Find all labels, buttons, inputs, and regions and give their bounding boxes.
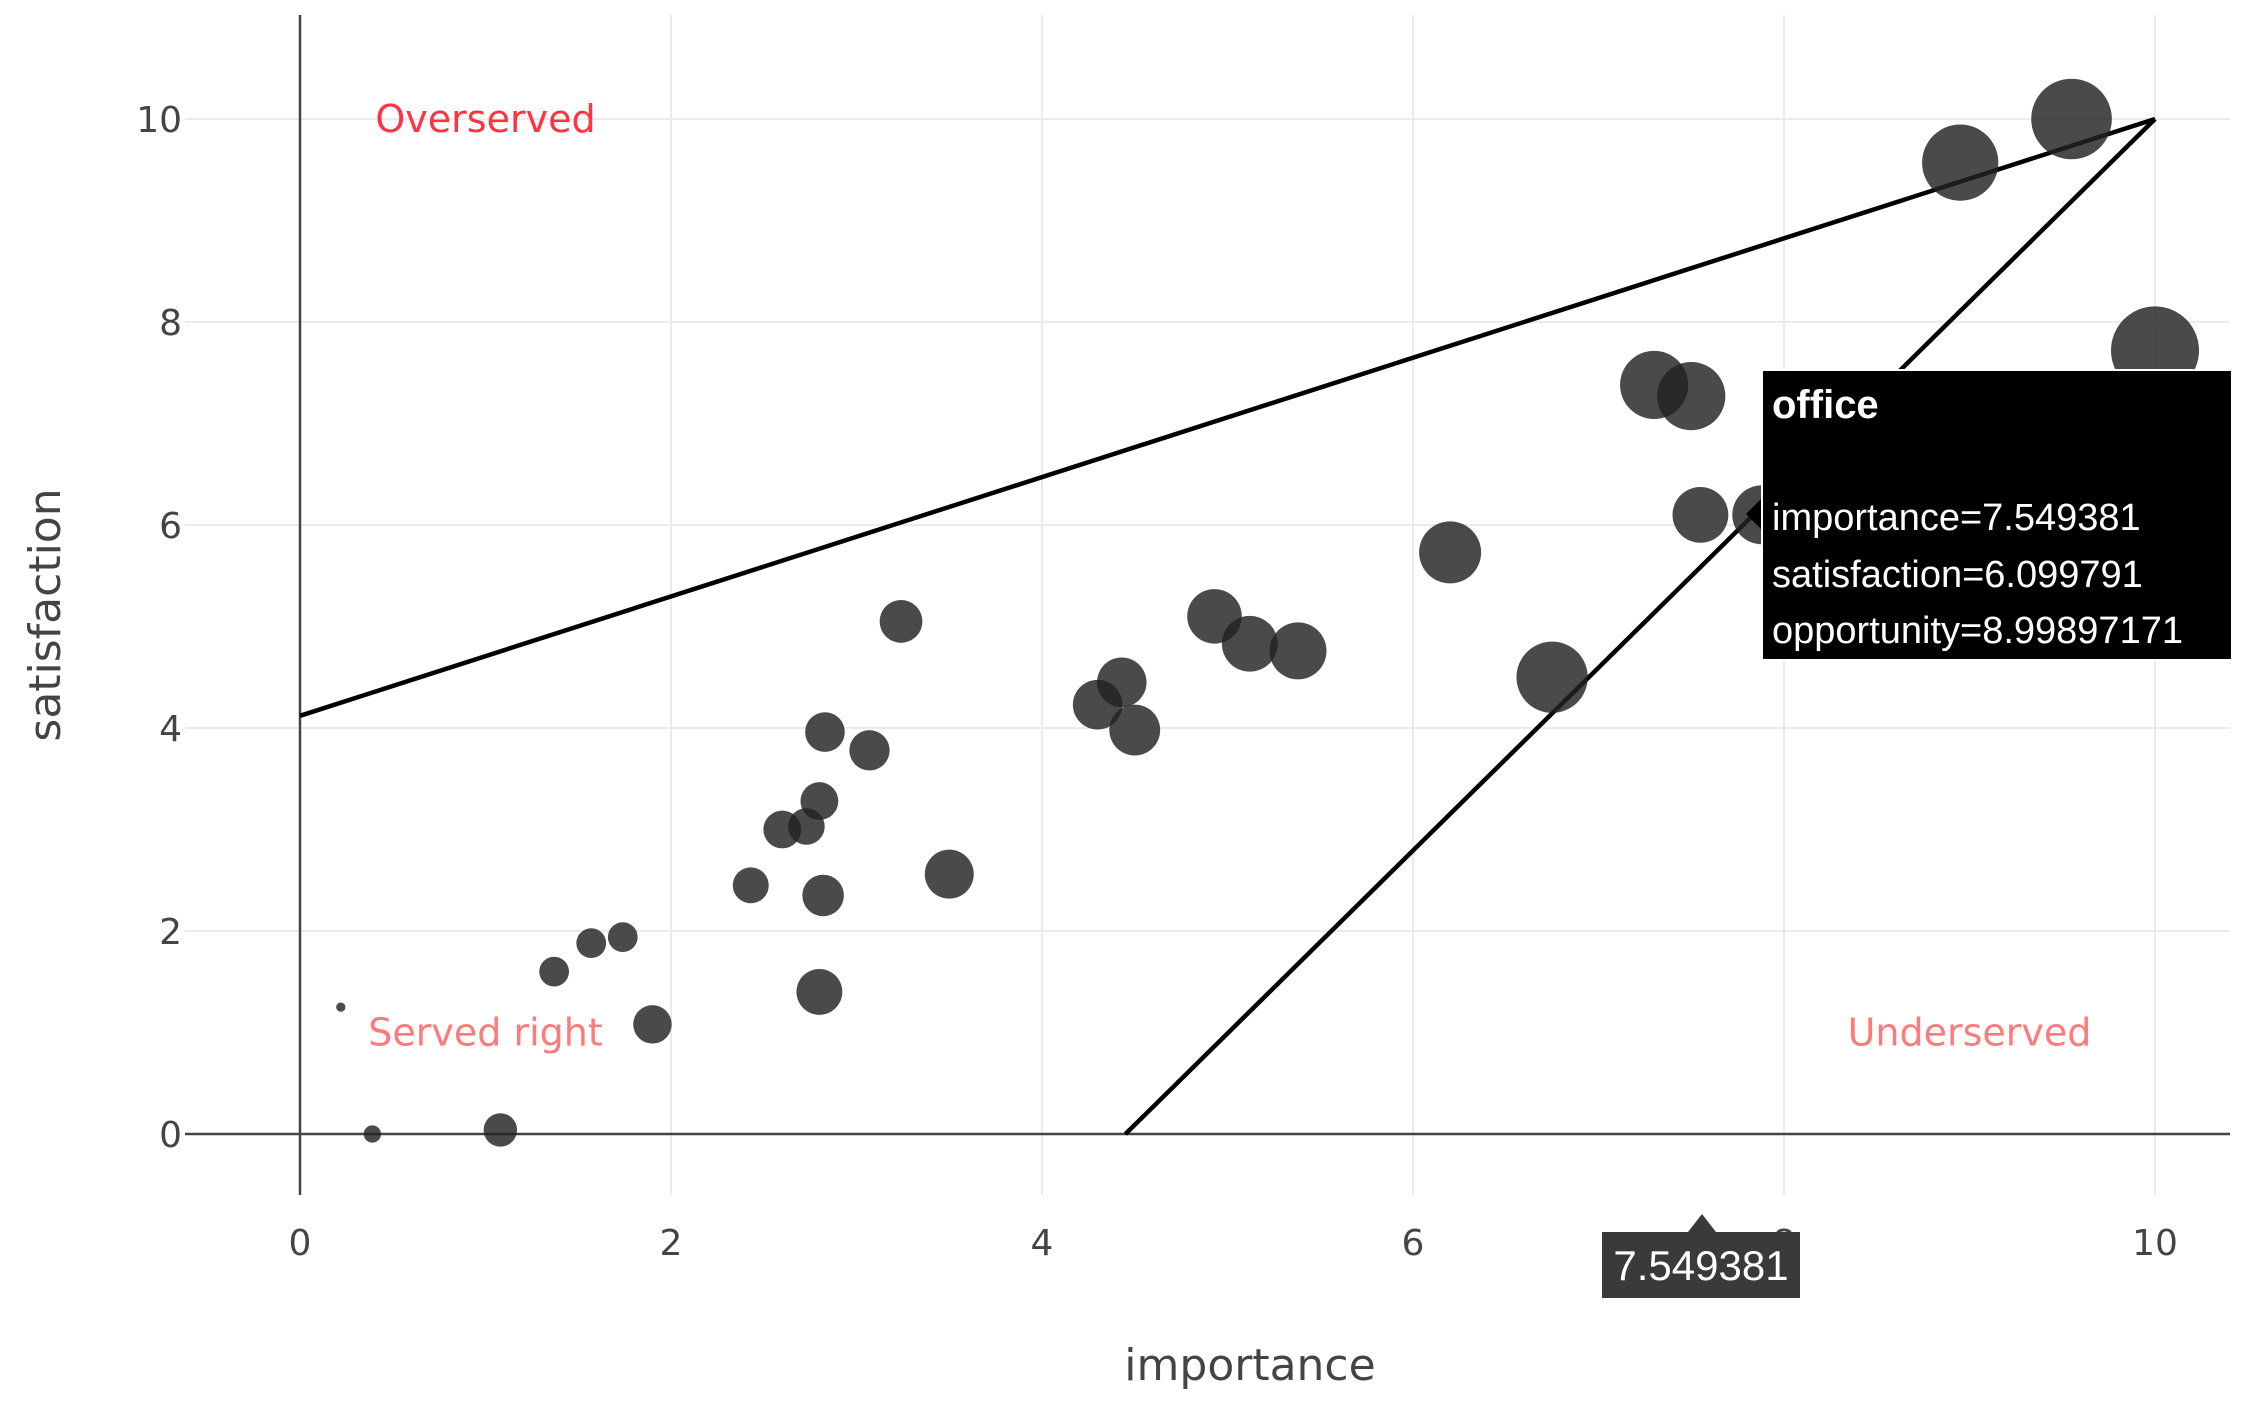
region-annotation: Overserved: [375, 97, 595, 141]
hover-tooltip-title: office: [1772, 383, 1879, 427]
hover-tooltip: office importance=7.549381 satisfaction=…: [1746, 369, 2233, 661]
data-point: [796, 968, 843, 1015]
x-spike-text: 7.549381: [1613, 1242, 1788, 1289]
data-point: [788, 808, 825, 845]
data-point: [1221, 615, 1278, 672]
y-tick-label: 10: [136, 100, 182, 141]
x-tick-label: 4: [1031, 1223, 1054, 1264]
y-axis-title: satisfaction: [20, 488, 71, 741]
region-annotation: Served right: [368, 1011, 602, 1055]
x-tick-label: 0: [289, 1223, 312, 1264]
x-spike-pointer: [1688, 1214, 1716, 1232]
data-point: [1109, 704, 1161, 756]
hover-tooltip-background: [1761, 369, 2233, 661]
boundary-lines: [299, 116, 2157, 1136]
boundary-line: [299, 116, 2156, 718]
y-tick-label: 0: [159, 1115, 182, 1156]
data-point: [849, 730, 890, 771]
data-point: [1072, 679, 1123, 730]
x-tick-label: 10: [2132, 1223, 2178, 1264]
region-annotation: Underserved: [1848, 1011, 2092, 1055]
zero-lines: [185, 15, 2230, 1195]
data-point: [539, 956, 570, 987]
data-point: [805, 712, 845, 752]
data-point: [1516, 641, 1588, 713]
hover-tooltip-line: importance=7.549381: [1772, 497, 2141, 539]
data-point: [879, 600, 923, 643]
data-point: [1657, 361, 1726, 431]
data-point: [732, 867, 769, 904]
hover-tooltip-line: satisfaction=6.099791: [1772, 554, 2143, 596]
data-point: [1922, 124, 1999, 201]
data-point: [1269, 622, 1327, 680]
hover-tooltip-pointer: [1746, 498, 1762, 530]
data-point: [633, 1005, 672, 1044]
y-tick-label: 2: [159, 912, 182, 953]
y-tick-label: 8: [159, 303, 182, 344]
x-tick-label: 2: [660, 1223, 683, 1264]
data-point: [802, 874, 844, 917]
hover-tooltip-line: opportunity=8.99897171: [1772, 610, 2183, 652]
x-axis-title: importance: [1124, 1340, 1375, 1391]
x-tick-label: 6: [1402, 1223, 1425, 1264]
data-point: [483, 1113, 518, 1147]
data-point: [576, 928, 607, 959]
data-point: [924, 849, 974, 899]
data-point: [1419, 521, 1482, 584]
y-tick-label: 4: [159, 709, 182, 750]
data-point: [336, 1002, 346, 1012]
x-spike-label: 7.549381: [1602, 1214, 1800, 1298]
data-point: [1672, 486, 1729, 543]
tick-labels: 02468100246810: [136, 100, 2178, 1264]
data-point: [363, 1125, 382, 1143]
data-point: [607, 922, 638, 952]
boundary-line: [1123, 117, 2157, 1136]
region-annotations: Overserved Served right Underserved: [368, 97, 2091, 1055]
x-spike-background: [1602, 1232, 1800, 1298]
y-tick-label: 6: [159, 506, 182, 547]
data-points: [336, 78, 2200, 1147]
data-point: [2031, 78, 2112, 160]
